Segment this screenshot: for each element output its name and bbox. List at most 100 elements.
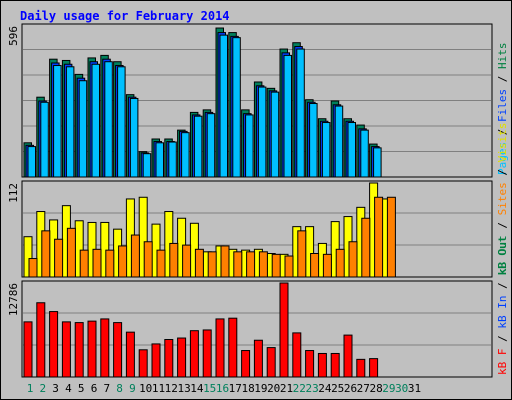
legend-entry: Pages (496, 142, 509, 175)
panel-visits: 112 kB Out / Sites / Visits (7, 123, 509, 278)
bar-pages (104, 61, 113, 178)
bar-pages (129, 97, 139, 178)
bar-sites (220, 245, 230, 278)
bar-pages (27, 146, 36, 178)
bar-pages (219, 34, 228, 178)
x-tick-label: 17 (229, 382, 242, 395)
bar-kb-f (317, 352, 327, 378)
bar-pages (245, 114, 254, 178)
x-tick-label: 2 (39, 382, 46, 395)
legend-entry: / (496, 276, 509, 296)
bar-kb-f (113, 322, 123, 378)
legend-entry: / (496, 162, 509, 182)
legend-entry: Visits (496, 123, 509, 163)
x-tick-label: 27 (357, 382, 370, 395)
bar-sites (207, 251, 217, 278)
max-value-label: 112 (7, 183, 20, 203)
bar-sites (156, 249, 166, 278)
bar-pages (296, 48, 305, 178)
bar-sites (297, 230, 307, 278)
bar-sites (92, 248, 102, 278)
bar-pages (321, 122, 331, 178)
x-tick-label: 29 (382, 382, 395, 395)
legend-entry: Sites (496, 182, 509, 215)
panel-hits: 596 Pages / Files / Hits (7, 23, 509, 178)
x-tick-label: 24 (318, 382, 332, 395)
bar-sites (169, 242, 179, 278)
bar-sites (348, 241, 358, 278)
legend-entry: Files (496, 89, 509, 122)
bar-kb-f (305, 350, 315, 378)
bar-kb-f (202, 329, 212, 378)
legend-entry: / (496, 69, 509, 89)
x-tick-label: 20 (267, 382, 280, 395)
bar-pages (91, 63, 100, 178)
bar-kb-f (215, 318, 225, 378)
legend-entry: kB F (496, 349, 509, 376)
x-tick-label: 25 (331, 382, 344, 395)
bar-pages (142, 153, 152, 178)
bar-sites (233, 251, 243, 278)
bar-pages (53, 65, 62, 178)
bar-sites (361, 217, 371, 278)
x-tick-label: 28 (369, 382, 382, 395)
x-tick-label: 13 (177, 382, 190, 395)
bar-pages (40, 101, 49, 178)
bar-kb-f (279, 282, 289, 378)
series-legend: kB Out / Sites / Visits (496, 123, 509, 275)
bar-sites (182, 244, 192, 278)
bar-sites (79, 249, 89, 278)
legend-entry: kB In (496, 296, 509, 329)
legend-entry: kB Out (496, 236, 509, 276)
bar-kb-f (100, 318, 110, 378)
bar-kb-f (343, 334, 353, 378)
bar-sites (194, 248, 204, 278)
x-tick-label: 14 (190, 382, 204, 395)
bar-kb-f (23, 321, 33, 378)
bar-pages (65, 66, 75, 178)
bar-pages (206, 113, 216, 178)
max-value-label: 596 (7, 26, 20, 46)
bar-kb-f (125, 331, 135, 378)
x-tick-label: 8 (116, 382, 123, 395)
bar-kb-f (87, 320, 97, 378)
bar-kb-f (330, 352, 340, 378)
bar-pages (270, 91, 280, 178)
bar-sites (246, 251, 256, 278)
x-tick-label: 18 (241, 382, 254, 395)
bar-kb-f (164, 339, 174, 378)
bar-pages (168, 141, 177, 178)
x-tick-label: 1 (27, 382, 34, 395)
x-tick-label: 22 (293, 382, 306, 395)
x-tick-label: 10 (139, 382, 152, 395)
bar-pages (309, 103, 318, 178)
bar-pages (283, 54, 292, 178)
bar-sites (386, 196, 396, 278)
bar-kb-f (266, 347, 276, 378)
legend-entry: / (496, 215, 509, 235)
legend-entry: / (496, 122, 509, 142)
series-legend: kB F / kB In / kB Out (496, 236, 509, 375)
series-legend: Pages / Files / Hits (496, 43, 509, 176)
bar-pages (78, 80, 88, 178)
max-value-label: 12786 (7, 283, 20, 316)
bar-kb-f (151, 343, 161, 378)
legend-entry: kB Out (496, 235, 509, 275)
bar-pages (155, 142, 164, 178)
bar-kb-f (61, 321, 71, 378)
x-tick-label: 11 (152, 382, 165, 395)
bar-pages (347, 122, 356, 178)
bar-kb-f (241, 350, 251, 378)
x-tick-label: 19 (254, 382, 267, 395)
bar-kb-f (228, 317, 238, 378)
legend-entry: / (496, 329, 509, 349)
bar-sites (28, 258, 38, 278)
x-tick-label: 6 (91, 382, 98, 395)
bar-sites (143, 241, 153, 278)
bar-kb-f (177, 337, 187, 378)
bar-sites (310, 253, 320, 278)
bar-sites (284, 255, 294, 278)
bar-pages (373, 147, 382, 178)
chart-title: Daily usage for February 2014 (20, 9, 230, 23)
panel-kbytes: 12786 kB F / kB In / kB Out (7, 236, 509, 378)
